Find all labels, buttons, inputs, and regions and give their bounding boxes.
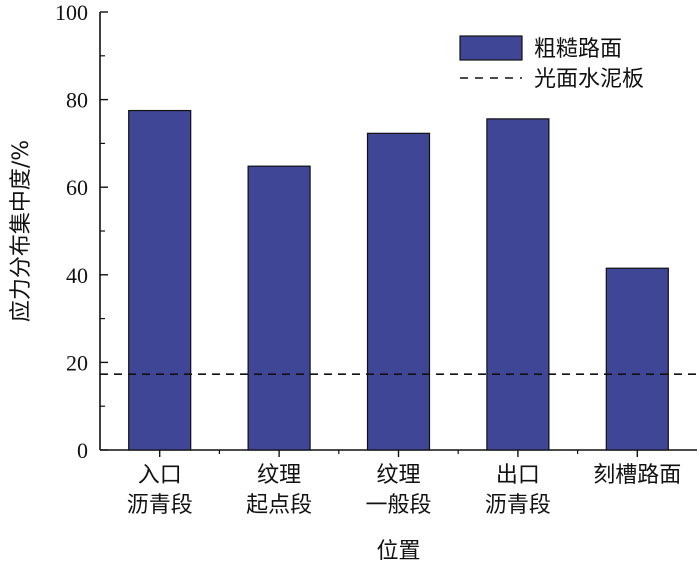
bar [247,165,311,451]
y-tick-label: 80 [66,88,88,113]
x-category-label: 一般段 [365,493,431,518]
x-category-label: 出口 [496,463,540,488]
legend-label-smooth-slab: 光面水泥板 [534,67,644,92]
x-category-label: 纹理 [376,463,420,488]
x-category-label: 纹理 [257,463,301,488]
x-category-label: 刻槽路面 [593,463,681,488]
x-category-label: 沥青段 [485,493,551,518]
x-category-label: 入口 [138,463,182,488]
bar [605,267,669,451]
bars [128,109,669,451]
x-category-label: 起点段 [246,493,312,518]
bar [486,118,550,451]
legend: 粗糙路面 光面水泥板 [459,35,644,92]
y-tick-label: 20 [66,350,88,375]
x-axis-title: 位置 [376,539,420,564]
y-axis-title: 应力分布集中度/% [9,140,34,322]
bar [128,109,192,451]
legend-swatch-rough-surface [459,35,523,61]
x-category-label: 沥青段 [127,493,193,518]
bar [366,132,431,451]
y-tick-label: 60 [66,175,88,200]
legend-label-rough-surface: 粗糙路面 [534,37,622,62]
y-tick-label: 40 [66,263,88,288]
y-tick-label: 100 [55,0,88,25]
y-tick-label: 0 [77,438,88,463]
y-ticks: 0 20 40 60 80 100 [55,0,108,463]
